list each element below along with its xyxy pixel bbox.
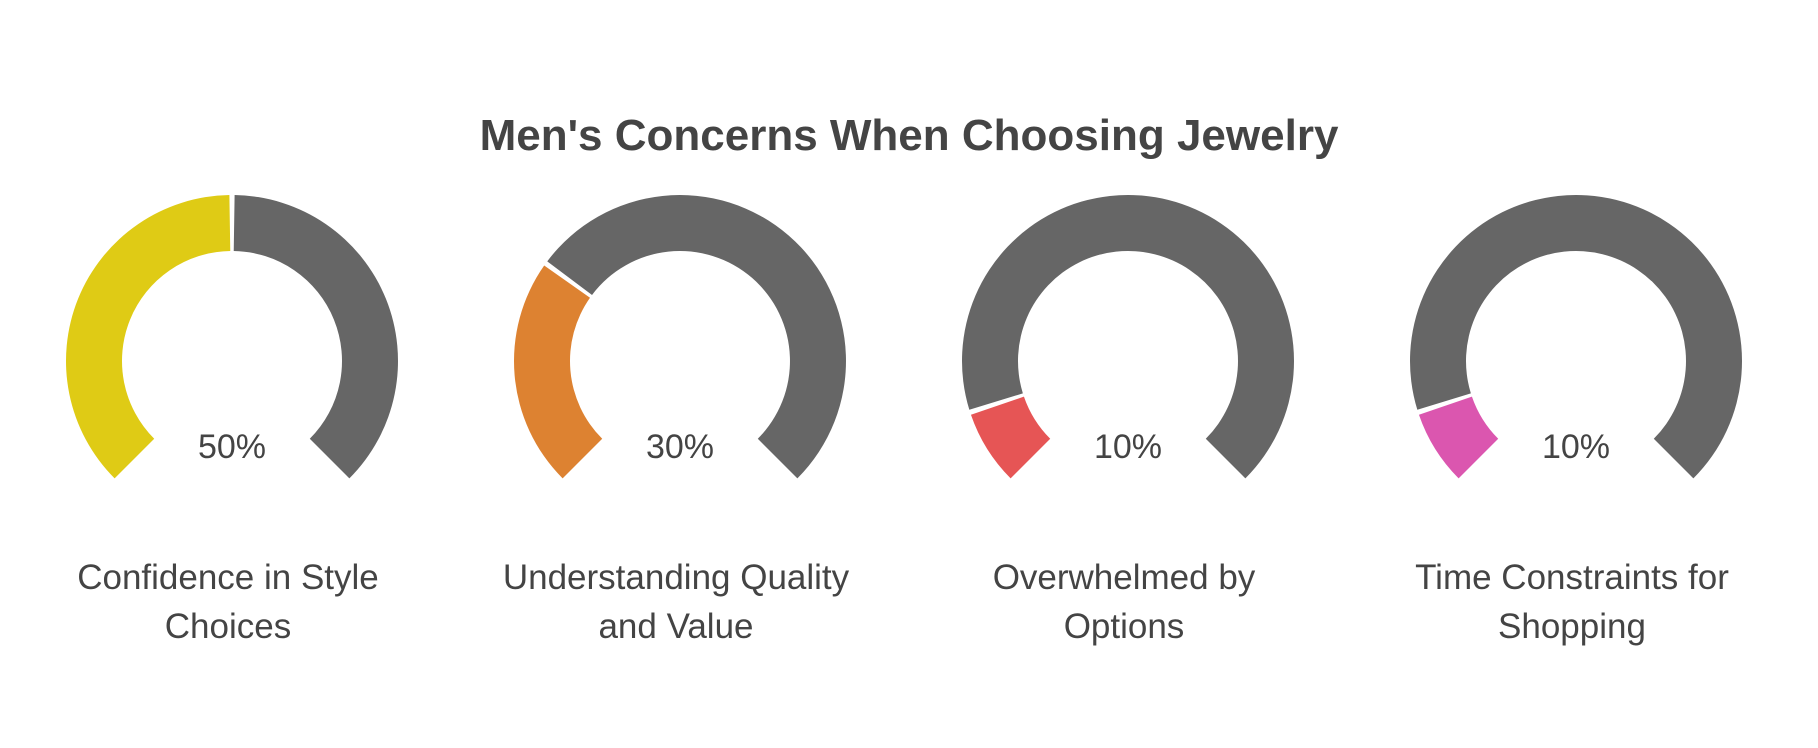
gauge-value-label: 10% (1542, 428, 1610, 466)
gauge-category-label: Time Constraints for (1415, 558, 1729, 597)
gauge-4: 10% Time Constraints for Shopping (1410, 194, 1743, 646)
gauge-track (233, 195, 399, 479)
gauge-track (1410, 194, 1743, 479)
gauge-track (547, 195, 846, 479)
gauge-2: 30% Understanding Quality and Value (503, 195, 850, 646)
gauge-value-label: 10% (1094, 428, 1162, 466)
gauge-track (962, 194, 1295, 479)
gauge-category-label: Shopping (1498, 607, 1646, 646)
gauge-category-label: and Value (598, 607, 753, 646)
gauge-3: 10% Overwhelmed by Options (962, 194, 1295, 646)
gauge-category-label: Options (1064, 607, 1185, 646)
chart-title: Men's Concerns When Choosing Jewelry (480, 111, 1339, 160)
gauge-category-label: Choices (165, 607, 291, 646)
gauge-category-label: Overwhelmed by (993, 558, 1256, 597)
gauge-value-arc (514, 265, 603, 479)
gauges-group: 50% Confidence in Style Choices 30% Understa… (65, 194, 1743, 646)
gauge-category-label: Confidence in Style (77, 558, 379, 597)
gauge-value-arc (65, 195, 231, 479)
gauge-value-arc (1418, 396, 1499, 479)
gauge-value-label: 50% (198, 428, 266, 466)
gauge-value-arc (970, 396, 1051, 479)
gauge-1: 50% Confidence in Style Choices (65, 195, 399, 646)
gauge-category-label: Understanding Quality (503, 558, 850, 597)
gauge-value-label: 30% (646, 428, 714, 466)
